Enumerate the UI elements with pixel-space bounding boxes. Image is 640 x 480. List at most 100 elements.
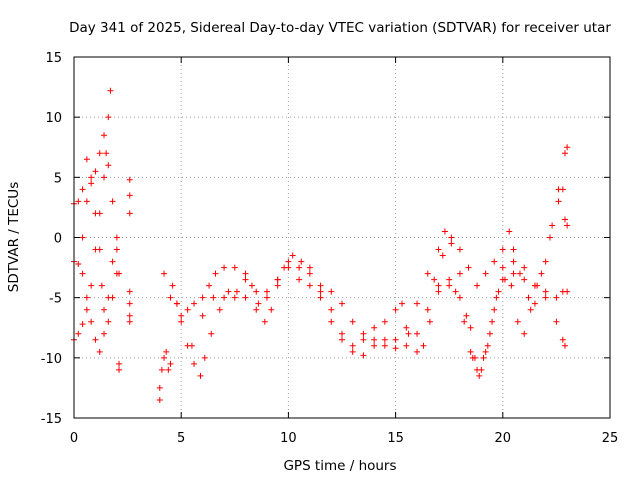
data-point [549, 222, 556, 229]
data-point [199, 312, 206, 319]
data-point [371, 336, 378, 343]
x-tick-label: 0 [70, 431, 78, 446]
data-point [113, 246, 120, 253]
data-point [349, 318, 356, 325]
data-point [542, 258, 549, 265]
data-point [116, 366, 123, 373]
data-point [285, 258, 292, 265]
x-tick-label: 20 [495, 431, 512, 446]
data-point [178, 312, 185, 319]
data-point [113, 234, 120, 241]
data-point [75, 330, 82, 337]
data-point [103, 150, 110, 157]
data-point [167, 360, 174, 367]
data-point [165, 366, 172, 373]
data-point [446, 276, 453, 283]
data-point [83, 198, 90, 205]
x-tick-label: 25 [602, 431, 619, 446]
data-point [298, 258, 305, 265]
data-point [339, 330, 345, 337]
y-axis-label: SDTVAR / TECUs [6, 182, 22, 292]
y-tick-label: 5 [54, 171, 62, 186]
data-point [561, 216, 568, 223]
data-point [508, 282, 515, 289]
data-point [452, 288, 459, 295]
data-point [75, 260, 82, 267]
data-point [514, 318, 521, 325]
data-point [161, 354, 168, 361]
data-point [482, 348, 489, 355]
data-point [499, 264, 506, 271]
data-point [92, 336, 99, 343]
data-point [191, 300, 198, 307]
data-point [371, 324, 378, 331]
data-point [306, 282, 313, 289]
data-point [221, 264, 228, 271]
data-point [88, 174, 95, 181]
data-point [255, 300, 262, 307]
data-point [317, 294, 324, 301]
data-point [101, 174, 108, 181]
data-point [461, 318, 468, 325]
data-point [126, 312, 133, 319]
data-point [456, 294, 463, 301]
y-tick-label: -15 [41, 412, 62, 427]
data-point [420, 342, 427, 349]
data-point [501, 276, 508, 283]
data-point [268, 306, 275, 313]
data-point [306, 264, 313, 271]
data-point [253, 306, 260, 313]
data-point [92, 210, 99, 217]
data-point [296, 264, 303, 271]
data-point [242, 270, 249, 277]
data-point [116, 360, 123, 367]
data-point [493, 294, 500, 301]
data-point [448, 234, 455, 241]
data-point [98, 282, 105, 289]
data-point [210, 294, 217, 301]
data-point [531, 282, 538, 289]
data-point [105, 114, 112, 121]
data-point [463, 312, 470, 319]
data-point [456, 246, 463, 253]
data-point [197, 372, 204, 379]
data-point [199, 294, 206, 301]
data-point [83, 306, 90, 313]
data-point [96, 150, 103, 157]
data-point [126, 288, 133, 295]
data-point [289, 252, 296, 259]
data-point [392, 336, 399, 343]
data-point [317, 282, 324, 289]
data-point [107, 87, 114, 94]
data-points-layer [71, 87, 571, 403]
data-point [126, 192, 133, 199]
data-point [510, 270, 517, 277]
data-point [467, 348, 474, 355]
data-point [83, 156, 90, 163]
data-point [553, 318, 560, 325]
data-point [253, 288, 260, 295]
data-point [424, 270, 431, 277]
data-point [564, 288, 571, 295]
data-point [476, 372, 483, 379]
data-point [216, 306, 223, 313]
data-point [188, 342, 195, 349]
data-point [231, 264, 238, 271]
data-point [92, 168, 99, 175]
data-point [296, 276, 303, 283]
data-point [489, 318, 496, 325]
data-point [439, 252, 446, 259]
y-tick-label: -5 [49, 292, 62, 307]
data-point [263, 294, 270, 301]
data-point [242, 276, 249, 283]
data-point [328, 318, 335, 325]
data-point [521, 264, 528, 271]
data-point [101, 132, 108, 139]
data-point [553, 294, 560, 301]
data-point [510, 246, 517, 253]
data-point [510, 258, 517, 265]
data-point [79, 234, 86, 241]
data-point [126, 300, 133, 307]
data-point [405, 330, 412, 337]
